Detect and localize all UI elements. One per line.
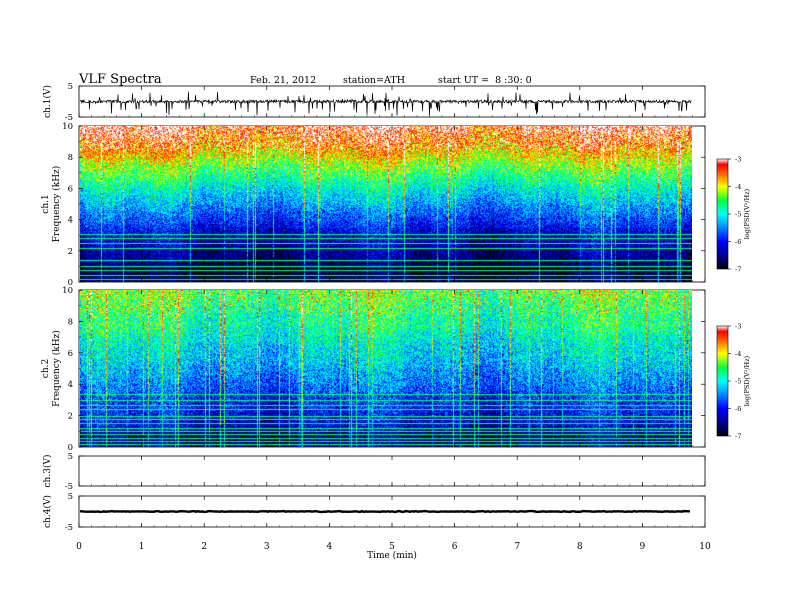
xtick-label: 0 (76, 542, 82, 552)
ch1-spectrogram-ytick-label: 4 (68, 216, 73, 226)
xtick-label: 3 (264, 542, 270, 552)
xtick-label: 7 (514, 542, 520, 552)
ch1-waveform-ylabel: ch.1(V) (42, 85, 53, 118)
ch4-waveform-ylabel: ch.4(V) (42, 495, 53, 528)
ch2-spectrogram-colorbar-label: log(PSD(V²/Hz) (743, 355, 751, 406)
ch1-spectrogram-ytick-label: 8 (68, 153, 73, 163)
ch1-waveform-ytick-label: 5 (68, 82, 73, 92)
ch4-waveform-ytick-label: 5 (68, 492, 73, 502)
ch1-spectrogram-colorbar-tick-label: -3 (735, 156, 741, 164)
ch3-waveform-frame (79, 456, 705, 486)
ch3-waveform-ylabel: ch.3(V) (42, 455, 53, 488)
ch2-spectrogram-ylabel-frequency: Frequency (kHz) (51, 330, 62, 407)
ch1-spectrogram-ylabel-channel: ch.1 (41, 194, 51, 213)
ch3-waveform-ytick-label: 5 (68, 452, 73, 462)
ch1-spectrogram-colorbar-tick-label: -4 (735, 183, 741, 191)
ch2-spectrogram-ylabel-channel: ch.2 (41, 359, 51, 378)
ch2-spectrogram-ytick-label: 2 (68, 412, 73, 422)
ch1-spectrogram-colorbar-tick-label: -6 (735, 238, 741, 246)
xtick-label: 10 (699, 542, 711, 552)
ch2-spectrogram-colorbar-tick-label: -6 (735, 405, 741, 413)
ch2-spectrogram-colorbar-tick-label: -4 (735, 350, 741, 358)
ch2-spectrogram-colorbar-tick-label: -7 (735, 433, 741, 441)
xtick-label: 6 (452, 542, 458, 552)
ch4-waveform-trace (80, 511, 690, 512)
ch1-spectrogram-canvas (80, 126, 692, 282)
ch1-colorbar (717, 159, 728, 269)
ch1-spectrogram-ytick-label: 2 (68, 247, 73, 257)
ch2-spectrogram-ytick-label: 4 (68, 380, 73, 390)
ch1-waveform-trace (80, 92, 691, 116)
xtick-label: 1 (139, 542, 145, 552)
ch2-colorbar (717, 326, 728, 436)
xtick-label: 9 (640, 542, 646, 552)
ch1-spectrogram-colorbar-tick-label: -7 (735, 266, 741, 274)
ch2-spectrogram-ytick-label: 10 (62, 286, 73, 296)
ch1-spectrogram-colorbar-tick-label: -5 (735, 211, 741, 219)
ch2-spectrogram-canvas (80, 290, 692, 447)
ch1-spectrogram-ytick-label: 6 (68, 184, 73, 194)
xtick-label: 2 (201, 542, 207, 552)
ch2-spectrogram-ytick-label: 6 (68, 349, 73, 359)
ch4-waveform-ytick-label: -5 (65, 523, 73, 533)
xtick-label: 8 (577, 542, 583, 552)
ch2-spectrogram-ytick-label: 8 (68, 317, 73, 327)
ch1-spectrogram-colorbar-label: log(PSD(V²/Hz) (743, 188, 751, 239)
ch2-spectrogram-colorbar-tick-label: -3 (735, 323, 741, 331)
xtick-label: 4 (327, 542, 333, 552)
ch1-spectrogram-ytick-label: 10 (62, 122, 73, 132)
ch3-waveform-ytick-label: -5 (65, 482, 73, 492)
ch2-spectrogram-colorbar-tick-label: -5 (735, 378, 741, 386)
xaxis-label: Time (min) (367, 550, 417, 561)
ch1-spectrogram-ylabel-frequency: Frequency (kHz) (51, 166, 62, 243)
